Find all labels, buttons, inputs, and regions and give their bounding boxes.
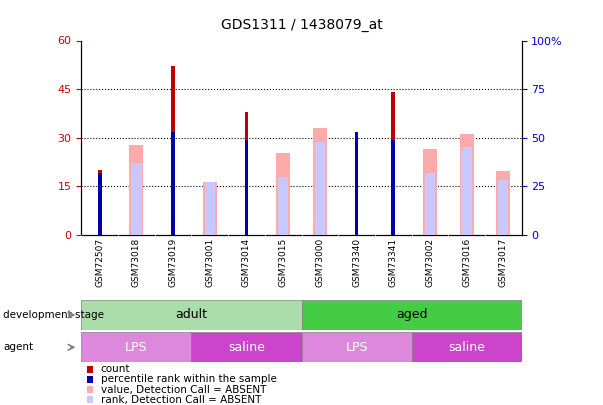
Text: GSM73019: GSM73019 bbox=[169, 238, 178, 287]
Bar bbox=[276, 153, 290, 235]
Text: agent: agent bbox=[3, 342, 33, 352]
Text: GSM73016: GSM73016 bbox=[462, 238, 471, 287]
Text: development stage: development stage bbox=[3, 310, 104, 320]
Bar bbox=[203, 182, 216, 235]
Bar bbox=[131, 163, 142, 235]
Bar bbox=[355, 132, 358, 235]
Text: rank, Detection Call = ABSENT: rank, Detection Call = ABSENT bbox=[101, 395, 261, 405]
Text: GSM73014: GSM73014 bbox=[242, 238, 251, 287]
Bar bbox=[302, 300, 522, 330]
Text: GDS1311 / 1438079_at: GDS1311 / 1438079_at bbox=[221, 18, 382, 32]
Bar bbox=[498, 181, 508, 235]
Text: adult: adult bbox=[175, 308, 207, 322]
Text: percentile rank within the sample: percentile rank within the sample bbox=[101, 375, 277, 384]
Text: GSM73341: GSM73341 bbox=[389, 238, 398, 287]
Bar bbox=[171, 132, 175, 235]
Bar bbox=[171, 66, 175, 235]
Bar bbox=[245, 140, 248, 235]
Text: GSM72507: GSM72507 bbox=[95, 238, 104, 287]
Bar bbox=[496, 171, 510, 235]
Bar bbox=[459, 134, 473, 235]
Text: GSM73001: GSM73001 bbox=[205, 238, 214, 287]
Text: GSM73015: GSM73015 bbox=[279, 238, 288, 287]
Bar bbox=[425, 173, 435, 235]
Text: GSM73017: GSM73017 bbox=[499, 238, 508, 287]
Bar bbox=[315, 142, 325, 235]
Text: count: count bbox=[101, 364, 130, 374]
Bar bbox=[98, 170, 101, 235]
Text: GSM73340: GSM73340 bbox=[352, 238, 361, 287]
Text: LPS: LPS bbox=[125, 341, 148, 354]
Text: saline: saline bbox=[448, 341, 485, 354]
Bar bbox=[192, 332, 302, 362]
Text: value, Detection Call = ABSENT: value, Detection Call = ABSENT bbox=[101, 385, 266, 394]
Bar bbox=[313, 128, 327, 235]
Text: saline: saline bbox=[228, 341, 265, 354]
Bar bbox=[245, 112, 248, 235]
Bar bbox=[204, 182, 215, 235]
Text: GSM73002: GSM73002 bbox=[425, 238, 434, 287]
Bar bbox=[302, 332, 411, 362]
Bar bbox=[278, 177, 288, 235]
Text: aged: aged bbox=[396, 308, 428, 322]
Bar bbox=[391, 92, 395, 235]
Bar bbox=[423, 149, 437, 235]
Bar bbox=[81, 300, 302, 330]
Bar bbox=[98, 173, 101, 235]
Text: LPS: LPS bbox=[346, 341, 368, 354]
Bar bbox=[411, 332, 522, 362]
Bar bbox=[391, 140, 395, 235]
Bar bbox=[81, 332, 192, 362]
Text: GSM73000: GSM73000 bbox=[315, 238, 324, 287]
Bar bbox=[461, 147, 472, 235]
Text: GSM73018: GSM73018 bbox=[132, 238, 141, 287]
Bar bbox=[130, 145, 144, 235]
